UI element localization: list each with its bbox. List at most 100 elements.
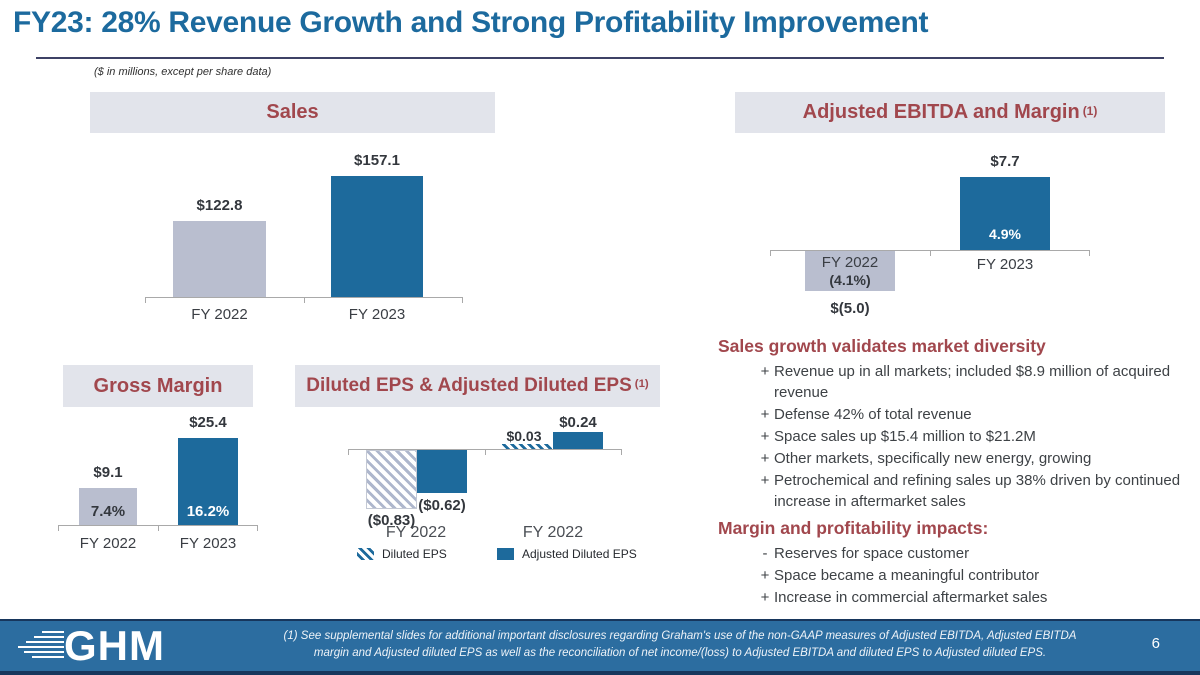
sales-fy2022-category: FY 2022 — [191, 306, 248, 323]
bullet-marker: - — [762, 545, 768, 562]
gross-margin-x-axis — [58, 525, 258, 531]
gross-margin-chart-header: Gross Margin — [63, 365, 253, 407]
gross-margin-fy2022-value: $9.1 — [93, 464, 123, 481]
bullet-text: Revenue up in all markets; included $8.9… — [774, 363, 1171, 401]
sales-fy2023-value: $157.1 — [354, 152, 400, 169]
adjusted-eps-legend-label: Adjusted Diluted EPS — [522, 547, 637, 561]
section-heading-margin-impacts: Margin and profitability impacts: — [718, 518, 989, 538]
sales-fy2023-category: FY 2023 — [348, 306, 406, 323]
ebitda-fy2022-category: FY 2022 — [821, 254, 879, 271]
bullet-marker: + — [760, 589, 770, 606]
ebitda-chart-header: Adjusted EBITDA and Margin (1) — [735, 92, 1165, 133]
bullet-text: Defense 42% of total revenue — [774, 406, 972, 423]
axis-tick — [462, 298, 463, 303]
axis-tick — [621, 450, 622, 455]
axis-tick — [1089, 251, 1090, 256]
sales-chart-title: Sales — [266, 101, 319, 123]
footnote-ref: (1) — [634, 378, 649, 390]
gross-margin-fy2022-bar — [79, 488, 137, 525]
footer-bar: GHM (1) See supplemental slides for addi… — [0, 619, 1200, 675]
title-underline — [36, 57, 1164, 59]
ebitda-x-axis — [770, 250, 1090, 256]
gross-margin-chart-title: Gross Margin — [93, 374, 223, 397]
commentary-panel: Sales growth validates market diversity … — [718, 336, 1188, 609]
axis-tick — [304, 298, 305, 303]
footnote: (1) See supplemental slides for addition… — [235, 628, 1125, 663]
bullet-marker: + — [760, 567, 770, 584]
ebitda-fy2022-bar — [805, 251, 895, 291]
axis-tick — [257, 526, 258, 531]
ebitda-fy2022-margin: (4.1%) — [829, 272, 871, 288]
gross-margin-fy2023-value: $25.4 — [189, 414, 227, 431]
ebitda-chart-title: Adjusted EBITDA and Margin — [802, 101, 1080, 123]
eps-adjusted-fy2022-bar — [417, 450, 467, 493]
eps-adjusted-fy2023-value: $0.24 — [559, 414, 597, 431]
list-item: + Space became a meaningful contributor — [718, 565, 1188, 586]
eps-chart-header: Diluted EPS & Adjusted Diluted EPS (1) — [295, 365, 660, 407]
bullet-text: Increase in commercial aftermarket sales — [774, 589, 1048, 606]
axis-tick — [348, 450, 349, 455]
eps-diluted-fy2023-bar — [502, 444, 552, 449]
bullet-marker: + — [760, 363, 770, 380]
gross-margin-fy2023-margin: 16.2% — [186, 503, 230, 520]
list-item: + Space sales up $15.4 million to $21.2M — [718, 426, 1188, 447]
bullet-text: Space sales up $15.4 million to $21.2M — [774, 428, 1036, 445]
eps-diluted-fy2022-bar — [366, 450, 417, 509]
bullet-marker: + — [760, 406, 770, 423]
axis-tick — [930, 251, 931, 256]
bullet-text: Other markets, specifically new energy, … — [774, 450, 1092, 467]
company-logo: GHM — [16, 624, 165, 668]
bullet-marker: + — [760, 450, 770, 467]
bullet-text: Reserves for space customer — [774, 545, 970, 562]
footnote-ref: (1) — [1082, 103, 1098, 118]
bullet-text: Petrochemical and refining sales up 38% … — [774, 472, 1181, 510]
list-item: + Revenue up in all markets; included $8… — [718, 361, 1188, 403]
ebitda-fy2023-bar — [960, 177, 1050, 250]
ebitda-fy2023-margin: 4.9% — [989, 226, 1021, 242]
logo-speed-lines-icon — [18, 631, 64, 658]
eps-adjusted-fy2022-value: ($0.62) — [418, 497, 466, 514]
units-note: ($ in millions, except per share data) — [94, 66, 272, 78]
eps-group2-category: FY 2022 — [522, 524, 584, 541]
eps-chart-title: Diluted EPS & Adjusted Diluted EPS — [306, 375, 632, 396]
axis-tick — [158, 526, 159, 531]
list-item: + Increase in commercial aftermarket sal… — [718, 587, 1188, 608]
sales-fy2022-bar — [173, 221, 266, 297]
axis-tick — [485, 450, 486, 455]
bullet-marker: + — [760, 428, 770, 445]
footnote-line-2: margin and Adjusted diluted EPS as well … — [313, 647, 1047, 660]
ebitda-fy2023-value: $7.7 — [990, 153, 1020, 170]
adjusted-eps-legend-swatch — [497, 548, 514, 560]
sales-fy2023-bar — [331, 176, 423, 297]
list-item: + Other markets, specifically new energy… — [718, 448, 1188, 469]
eps-x-axis — [348, 449, 622, 455]
diluted-eps-legend-label: Diluted EPS — [382, 547, 447, 561]
sales-chart-header: Sales — [90, 92, 495, 133]
sales-fy2022-value: $122.8 — [196, 197, 243, 214]
diluted-eps-legend-swatch — [357, 548, 374, 560]
list-item: - Reserves for space customer — [718, 543, 1188, 564]
logo-text: GHM — [64, 622, 165, 669]
eps-diluted-fy2022-value: ($0.83) — [367, 512, 416, 529]
eps-diluted-fy2023-value: $0.03 — [506, 428, 542, 444]
page-number: 6 — [1151, 635, 1160, 652]
page-title: FY23: 28% Revenue Growth and Strong Prof… — [13, 6, 929, 39]
gross-margin-fy2023-category: FY 2023 — [179, 535, 237, 552]
eps-group1-category: FY 2022 — [385, 524, 447, 541]
bullet-marker: + — [760, 472, 770, 489]
axis-tick — [145, 298, 146, 303]
axis-tick — [770, 251, 771, 256]
footnote-line-1: (1) See supplemental slides for addition… — [283, 630, 1077, 642]
gross-margin-fy2022-category: FY 2022 — [79, 535, 137, 552]
list-item: + Defense 42% of total revenue — [718, 404, 1188, 425]
gross-margin-fy2022-margin: 7.4% — [90, 503, 126, 520]
eps-adjusted-fy2023-bar — [553, 432, 603, 449]
axis-tick — [58, 526, 59, 531]
section-heading-sales-growth: Sales growth validates market diversity — [718, 336, 1046, 356]
ebitda-fy2023-category: FY 2023 — [976, 256, 1034, 273]
list-item: + Petrochemical and refining sales up 38… — [718, 470, 1188, 512]
sales-x-axis — [145, 297, 463, 303]
bullet-text: Space became a meaningful contributor — [774, 567, 1040, 584]
ebitda-fy2022-value: $(5.0) — [830, 300, 870, 317]
